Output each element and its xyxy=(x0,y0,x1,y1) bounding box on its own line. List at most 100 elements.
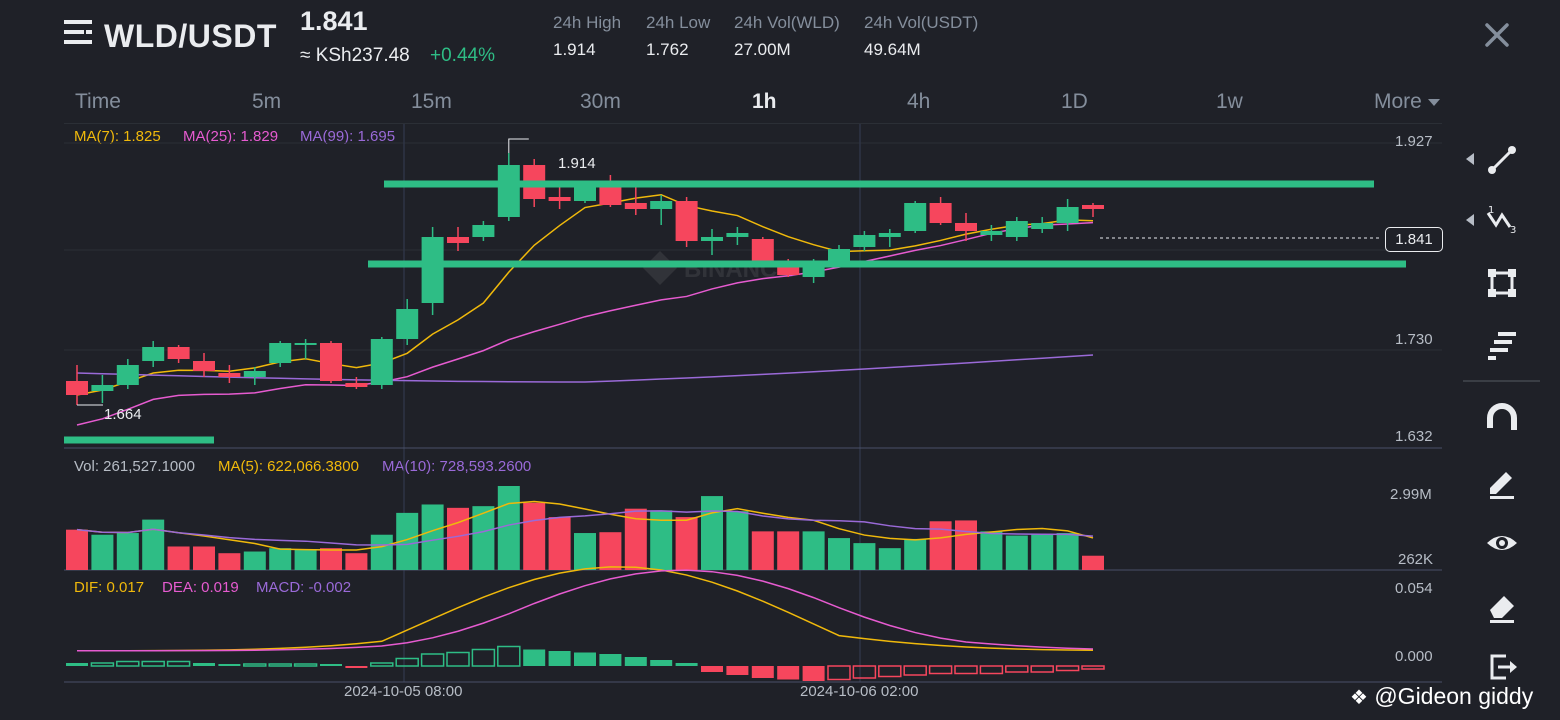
volume-bar xyxy=(167,546,190,570)
volume-bar xyxy=(91,534,114,570)
stat-24h-vol-base-value: 27.00M xyxy=(734,40,791,59)
volume-bar xyxy=(523,502,546,570)
volume-bar xyxy=(1031,533,1054,570)
macd-histogram-bar xyxy=(471,648,496,667)
macd-histogram-bar xyxy=(141,660,165,667)
macd-histogram-bar xyxy=(116,660,140,667)
macd-histogram-bar xyxy=(675,663,698,666)
volume-bar xyxy=(650,510,673,570)
magnet-icon[interactable] xyxy=(1484,402,1520,438)
time-axis-label: 2024-10-06 02:00 xyxy=(800,683,919,700)
volume-bar xyxy=(955,520,977,570)
macd-histogram-bar xyxy=(777,666,800,680)
candle-body xyxy=(66,381,88,395)
trading-pair-name[interactable]: WLD/USDT xyxy=(104,18,277,54)
macd-histogram-bar xyxy=(243,663,267,667)
candle-body xyxy=(802,265,825,277)
macd-histogram-bar xyxy=(66,663,88,666)
fib-icon[interactable] xyxy=(1484,326,1520,362)
volume-bar xyxy=(726,511,749,570)
menu-icon[interactable] xyxy=(64,20,94,49)
tab-1h[interactable]: 1h xyxy=(752,90,777,113)
volume-bar xyxy=(777,531,800,570)
volume-bar xyxy=(294,549,317,570)
volume-tick: 262K xyxy=(1398,551,1434,568)
high-marker-label: 1.914 xyxy=(558,155,596,172)
macd-tick: 0.054 xyxy=(1395,580,1433,597)
macd-tick: 0.000 xyxy=(1395,648,1433,665)
svg-text:1: 1 xyxy=(1488,205,1494,216)
eraser-icon[interactable] xyxy=(1484,588,1520,624)
candle-body xyxy=(650,201,673,209)
close-icon[interactable] xyxy=(1482,20,1512,50)
tab-time[interactable]: Time xyxy=(75,90,121,113)
pencil-icon[interactable] xyxy=(1484,464,1520,500)
volume-bar xyxy=(370,534,393,570)
candle-body xyxy=(269,343,292,363)
low-marker-label: 1.664 xyxy=(104,406,142,423)
eye-icon[interactable] xyxy=(1484,525,1520,561)
dea-legend: DEA: 0.019 xyxy=(162,579,239,596)
dif-line xyxy=(76,566,1094,652)
candle-body xyxy=(116,365,139,385)
candle-body xyxy=(1056,207,1079,223)
candle-body xyxy=(142,347,165,361)
macd-histogram-bar xyxy=(903,665,927,676)
macd-histogram-bar xyxy=(852,665,877,679)
volume-bar xyxy=(828,538,850,570)
volume-bar xyxy=(66,529,88,570)
candle-body xyxy=(167,347,190,359)
volume-ma10-line xyxy=(76,510,1094,546)
macd-histogram-bar xyxy=(193,663,215,666)
more-label: More xyxy=(1374,90,1422,113)
rectangle-icon[interactable] xyxy=(1484,265,1520,301)
macd-histogram-bar xyxy=(701,666,723,672)
tab-15m[interactable]: 15m xyxy=(411,90,452,113)
tab-1d[interactable]: 1D xyxy=(1061,90,1088,113)
candle-body xyxy=(472,225,495,237)
collapse-arrow-icon[interactable] xyxy=(1466,152,1474,170)
candle-body xyxy=(1082,205,1104,209)
candle-body xyxy=(624,203,647,209)
volume-bar xyxy=(802,531,825,570)
tab-4h[interactable]: 4h xyxy=(907,90,931,113)
tab-1w[interactable]: 1w xyxy=(1216,90,1243,113)
watermark-text: @Gideon giddy xyxy=(1374,683,1534,709)
candle-body xyxy=(1031,223,1054,229)
tab-30m[interactable]: 30m xyxy=(580,90,621,113)
candle-body xyxy=(675,201,698,241)
macd-histogram-bar xyxy=(1081,665,1105,670)
svg-text:BINANCE: BINANCE xyxy=(684,256,793,283)
volume-bar xyxy=(751,531,774,570)
ma99-line xyxy=(76,354,1094,383)
macd-histogram-bar xyxy=(574,652,596,666)
price-tick: 1.927 xyxy=(1395,133,1433,150)
volume-bar xyxy=(904,538,927,570)
volume-bar xyxy=(574,533,596,570)
exit-icon[interactable] xyxy=(1484,648,1520,684)
price-tick: 1.632 xyxy=(1395,428,1433,445)
candle-body xyxy=(751,239,774,261)
candle-body xyxy=(345,383,368,387)
time-axis-label: 2024-10-05 08:00 xyxy=(344,683,463,700)
volume-bar xyxy=(929,521,952,570)
tab-5m[interactable]: 5m xyxy=(252,90,282,113)
macd-histogram-bar xyxy=(624,657,647,666)
collapse-arrow-icon[interactable] xyxy=(1466,213,1474,231)
ma25-line xyxy=(76,221,1094,426)
macd-histogram-bar xyxy=(928,665,953,675)
candle-body xyxy=(980,231,1003,235)
svg-text:3: 3 xyxy=(1510,225,1516,236)
stat-24h-low-label: 24h Low xyxy=(646,13,711,32)
trendline-icon[interactable] xyxy=(1484,142,1520,178)
macd-histogram-bar xyxy=(1030,665,1054,673)
volume-legend: Vol: 261,527.1000 xyxy=(74,458,195,475)
tab-more[interactable]: More xyxy=(1374,90,1440,114)
candle-body xyxy=(955,223,977,231)
user-watermark: ❖ @Gideon giddy xyxy=(1350,683,1533,710)
volume-bar xyxy=(421,504,444,570)
candle-body xyxy=(497,165,520,217)
toolbar-divider xyxy=(1463,380,1540,382)
